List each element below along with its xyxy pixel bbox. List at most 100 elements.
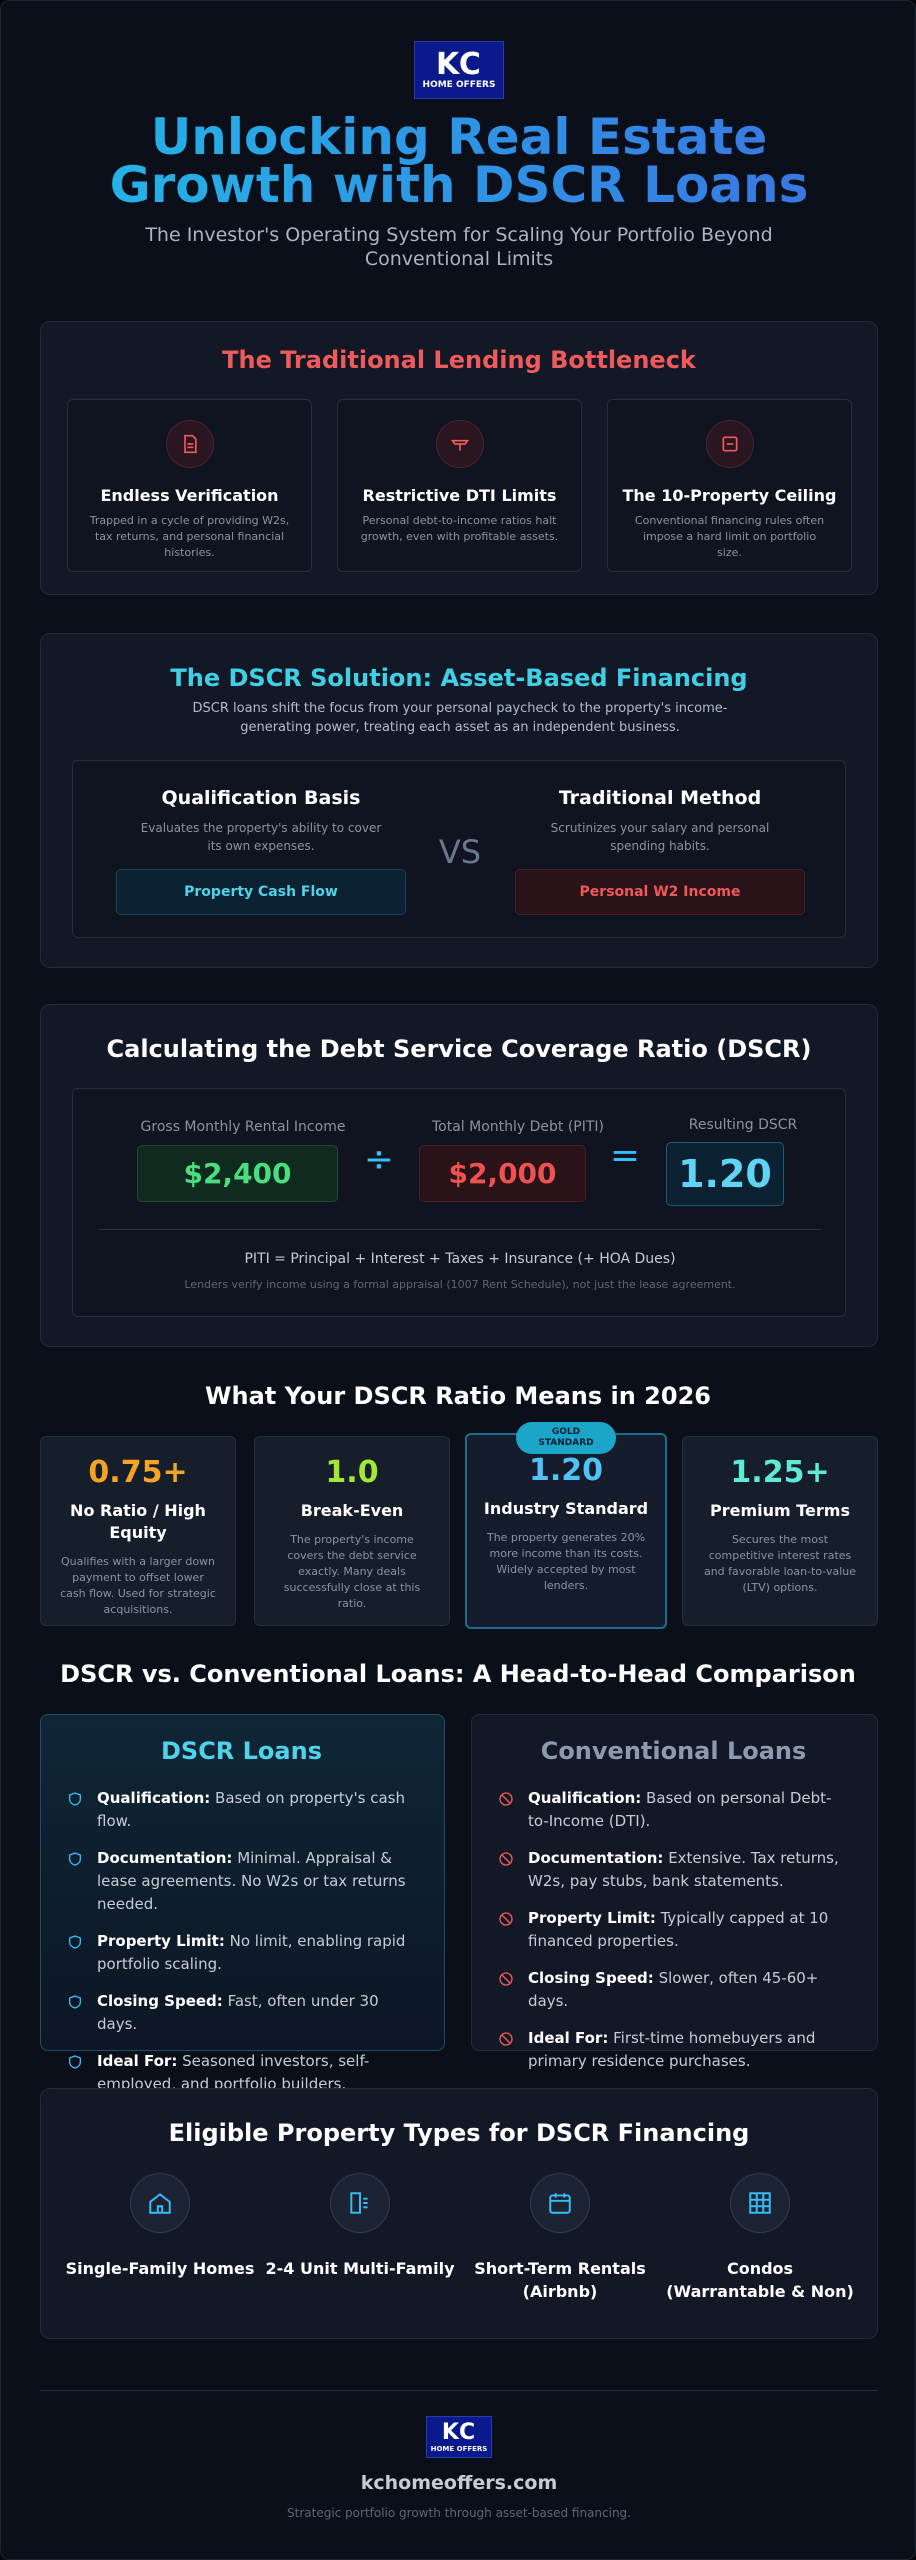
row-detail: Slower, often 45-60+ days.: [528, 1969, 819, 2010]
badge: GOLD STANDARD: [516, 1422, 616, 1454]
row-text: Closing Speed: Fast, often under 30 days…: [97, 1990, 416, 2036]
compare-row: Documentation: Extensive. Tax returns, W…: [498, 1847, 849, 1893]
calc-value: $2,400: [137, 1145, 338, 1202]
ratio-title: Premium Terms: [710, 1501, 850, 1520]
icon: [530, 2173, 590, 2233]
compare-box: Qualification Basis Evaluates the proper…: [72, 760, 846, 938]
card-heading: Conventional Loans: [540, 1737, 807, 1765]
icon: [705, 420, 754, 468]
footer-tagline: Strategic portfolio growth through asset…: [287, 2506, 631, 2520]
ratio-value: 1.0: [325, 1455, 379, 1490]
calculation-section: Calculating the Debt Service Coverage Ra…: [40, 1004, 878, 1347]
calc-label: Gross Monthly Rental Income: [140, 1119, 346, 1135]
icon: [67, 2050, 83, 2096]
card: Restrictive DTI Limits Personal debt-to-…: [337, 399, 582, 572]
icon: [498, 2027, 514, 2073]
card-title: Endless Verification: [100, 486, 279, 505]
compare-row: Property Limit: Typically capped at 10 f…: [498, 1907, 849, 1953]
icon-svg: [69, 2055, 81, 2069]
icon: [498, 1907, 514, 1953]
card: The 10-Property Ceiling Conventional fin…: [607, 399, 852, 572]
ratio-card: 1.20 Industry Standard The property gene…: [465, 1433, 667, 1629]
card-title: Restrictive DTI Limits: [362, 486, 557, 505]
section-title: DSCR vs. Conventional Loans: A Head-to-H…: [60, 1660, 856, 1688]
compare-left: Qualification Basis Evaluates the proper…: [116, 787, 406, 915]
solution-section: The DSCR Solution: Asset-Based Financing…: [40, 633, 878, 968]
ratio-value: 1.25+: [730, 1455, 830, 1490]
row-detail: Typically capped at 10 financed properti…: [528, 1909, 829, 1950]
compare-row: Documentation: Minimal. Appraisal & leas…: [67, 1847, 416, 1916]
icon-svg: [499, 1972, 513, 1986]
card-title: The 10-Property Ceiling: [622, 486, 837, 505]
ratio-text: Secures the most competitive interest ra…: [703, 1533, 857, 1594]
properties-section: Eligible Property Types for DSCR Financi…: [40, 2088, 878, 2339]
logo-text: HOME OFFERS: [430, 2445, 488, 2453]
description: DSCR loans shift the focus from your per…: [192, 701, 728, 735]
logo-text: KC: [436, 47, 482, 82]
footer-logo: KC HOME OFFERS: [426, 2416, 492, 2458]
ratio-value: 1.20: [528, 1453, 604, 1488]
row-detail: Based on personal Debt-to-Income (DTI).: [528, 1789, 832, 1830]
calc-label: Resulting DSCR: [688, 1117, 798, 1133]
ratio-value: 0.75+: [88, 1455, 188, 1490]
compare-title: Qualification Basis: [161, 787, 361, 809]
row-text: Property Limit: Typically capped at 10 f…: [528, 1907, 849, 1953]
ratio-title: Industry Standard: [483, 1499, 649, 1518]
property-type: Condos (Warrantable & Non): [665, 2173, 855, 2303]
vs: VS: [438, 833, 482, 871]
row-detail: Extensive. Tax returns, W2s, pay stubs, …: [528, 1849, 839, 1890]
icon: [165, 420, 214, 468]
row-detail: No limit, enabling rapid portfolio scali…: [97, 1932, 406, 1973]
card-text: Conventional financing rules often impos…: [634, 514, 825, 559]
icon-svg: [499, 2032, 513, 2046]
row-label: Property Limit:: [97, 1932, 225, 1950]
formula: PITI = Principal + Interest + Taxes + In…: [244, 1251, 676, 1267]
ratio-card: 0.75+ No Ratio / High Equity Qualifies w…: [40, 1436, 236, 1626]
tag: Property Cash Flow: [116, 869, 406, 915]
row-text: Property Limit: No limit, enabling rapid…: [97, 1930, 416, 1976]
row-text: Qualification: Based on property's cash …: [97, 1787, 416, 1833]
subtitle: The Investor's Operating System for Scal…: [145, 224, 773, 270]
row-label: Documentation:: [528, 1849, 664, 1867]
section-title: Eligible Property Types for DSCR Financi…: [168, 2119, 750, 2147]
calc-box: Gross Monthly Rental Income $2,400 ÷ Tot…: [72, 1088, 846, 1317]
icon: [67, 1990, 83, 2036]
icon: [498, 1967, 514, 2013]
card: Endless Verification Trapped in a cycle …: [67, 399, 312, 572]
icon: [67, 1847, 83, 1916]
compare-row: Property Limit: No limit, enabling rapid…: [67, 1930, 416, 1976]
card-text: Personal debt-to-income ratios halt grow…: [360, 514, 559, 543]
icon: [498, 1847, 514, 1893]
row-text: Qualification: Based on personal Debt-to…: [528, 1787, 849, 1833]
compare-title: Traditional Method: [558, 787, 762, 809]
ratio-card: 1.25+ Premium Terms Secures the most com…: [682, 1436, 878, 1626]
compare-row: Closing Speed: Fast, often under 30 days…: [67, 1990, 416, 2036]
ratio-title: Break-Even: [300, 1501, 404, 1520]
icon-svg: [69, 1792, 81, 1806]
conventional-card: Conventional Loans Qualification: Based …: [471, 1714, 878, 2070]
card-text: Trapped in a cycle of providing W2s, tax…: [89, 514, 290, 559]
property-type: Single-Family Homes: [65, 2173, 255, 2303]
operator: =: [609, 1135, 641, 1176]
calc-result: 1.20: [666, 1142, 784, 1206]
icon: [498, 1787, 514, 1833]
property-label: Single-Family Homes: [65, 2259, 255, 2278]
icon-svg: [69, 1852, 81, 1866]
compare-row: Qualification: Based on personal Debt-to…: [498, 1787, 849, 1833]
icon-svg: [499, 1912, 513, 1926]
row-detail: First-time homebuyers and primary reside…: [528, 2029, 816, 2070]
dscr-card: DSCR Loans Qualification: Based on prope…: [40, 1714, 445, 2093]
section-title: Calculating the Debt Service Coverage Ra…: [106, 1035, 812, 1063]
ratio-text: The property generates 20% more income t…: [486, 1531, 646, 1592]
compare-text: Scrutinizes your salary and personal spe…: [550, 821, 770, 853]
row-label: Ideal For:: [528, 2029, 609, 2047]
calc-value: $2,000: [419, 1145, 586, 1202]
ratio-text: The property's income covers the debt se…: [283, 1533, 421, 1610]
ratio-text: Qualifies with a larger down payment to …: [60, 1555, 216, 1616]
icon: [67, 1930, 83, 1976]
compare-row: Ideal For: First-time homebuyers and pri…: [498, 2027, 849, 2073]
ratio-title: No Ratio / High Equity: [70, 1501, 206, 1542]
ratio-card: 1.0 Break-Even The property's income cov…: [254, 1436, 450, 1626]
card-row: Endless Verification Trapped in a cycle …: [67, 399, 852, 572]
